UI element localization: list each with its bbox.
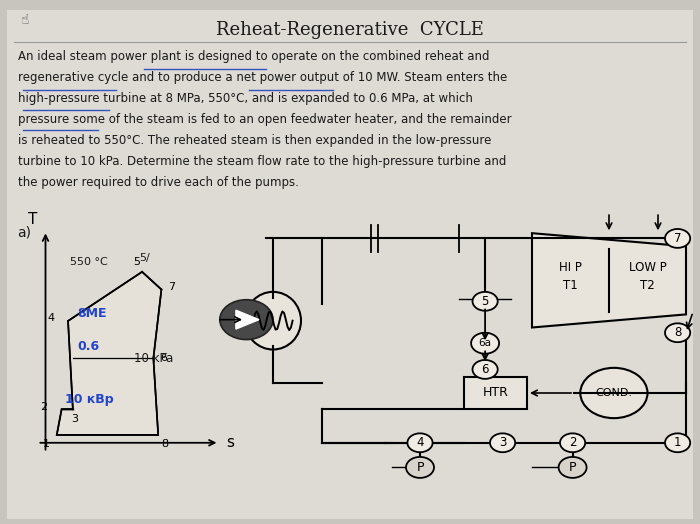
Text: the power required to drive each of the pumps.: the power required to drive each of the … (18, 176, 298, 189)
Text: P: P (569, 461, 576, 474)
Circle shape (406, 457, 434, 478)
Circle shape (490, 433, 515, 452)
Text: 7: 7 (169, 282, 176, 292)
Polygon shape (236, 310, 259, 329)
Circle shape (473, 360, 498, 379)
Text: 4: 4 (416, 436, 424, 449)
Circle shape (665, 433, 690, 452)
Text: 4: 4 (47, 313, 54, 323)
Circle shape (220, 300, 273, 340)
Text: Reheat-Regenerative  CYCLE: Reheat-Regenerative CYCLE (216, 21, 484, 39)
Text: turbine to 10 kPa. Determine the steam flow rate to the high-pressure turbine an: turbine to 10 kPa. Determine the steam f… (18, 155, 506, 168)
Text: 8: 8 (162, 439, 169, 450)
Text: is reheated to 550°C. The reheated steam is then expanded in the low-pressure: is reheated to 550°C. The reheated steam… (18, 134, 491, 147)
Text: a): a) (18, 225, 32, 239)
Text: P: P (416, 461, 424, 474)
Text: 10 kPa: 10 kPa (134, 352, 174, 365)
Text: 6: 6 (160, 353, 167, 363)
FancyBboxPatch shape (464, 377, 527, 409)
Text: 1: 1 (674, 436, 681, 449)
Text: 6: 6 (482, 363, 489, 376)
FancyBboxPatch shape (7, 10, 693, 519)
Polygon shape (532, 233, 686, 328)
Ellipse shape (245, 292, 301, 350)
Text: HTR: HTR (483, 387, 508, 399)
Circle shape (580, 368, 648, 418)
Circle shape (407, 433, 433, 452)
Text: 8ME: 8ME (78, 307, 107, 320)
Text: T2: T2 (640, 279, 655, 292)
Text: 3: 3 (71, 414, 78, 424)
Text: pressure some of the steam is fed to an open feedwater heater, and the remainder: pressure some of the steam is fed to an … (18, 113, 511, 126)
Polygon shape (57, 272, 162, 435)
Text: 550 °C: 550 °C (70, 257, 107, 267)
Circle shape (473, 292, 498, 311)
Circle shape (665, 229, 690, 248)
Text: 5/: 5/ (139, 253, 150, 263)
Text: 5: 5 (482, 295, 489, 308)
Text: 8: 8 (674, 326, 681, 339)
Circle shape (559, 457, 587, 478)
Text: 6a: 6a (479, 338, 491, 348)
Text: T1: T1 (563, 279, 578, 292)
Text: T: T (28, 212, 37, 226)
Text: regenerative cycle and to produce a net power output of 10 MW. Steam enters the: regenerative cycle and to produce a net … (18, 71, 507, 84)
Text: HI P: HI P (559, 261, 582, 274)
Text: ☝: ☝ (21, 13, 29, 27)
Circle shape (560, 433, 585, 452)
Text: 10 кBр: 10 кBр (65, 393, 113, 406)
Text: LOW P: LOW P (629, 261, 666, 274)
Text: An ideal steam power plant is designed to operate on the combined reheat and: An ideal steam power plant is designed t… (18, 50, 489, 63)
Text: 3: 3 (499, 436, 506, 449)
Text: 7: 7 (674, 232, 681, 245)
Text: 2: 2 (41, 402, 48, 412)
Circle shape (471, 333, 499, 354)
Text: 5: 5 (133, 257, 140, 267)
Text: COND.: COND. (596, 388, 632, 398)
Circle shape (665, 323, 690, 342)
Text: 0.6: 0.6 (78, 340, 100, 353)
Text: 1: 1 (43, 439, 50, 450)
Text: s: s (226, 435, 234, 450)
Text: high-pressure turbine at 8 MPa, 550°C, and is expanded to 0.6 MPa, at which: high-pressure turbine at 8 MPa, 550°C, a… (18, 92, 472, 105)
Text: 2: 2 (569, 436, 576, 449)
